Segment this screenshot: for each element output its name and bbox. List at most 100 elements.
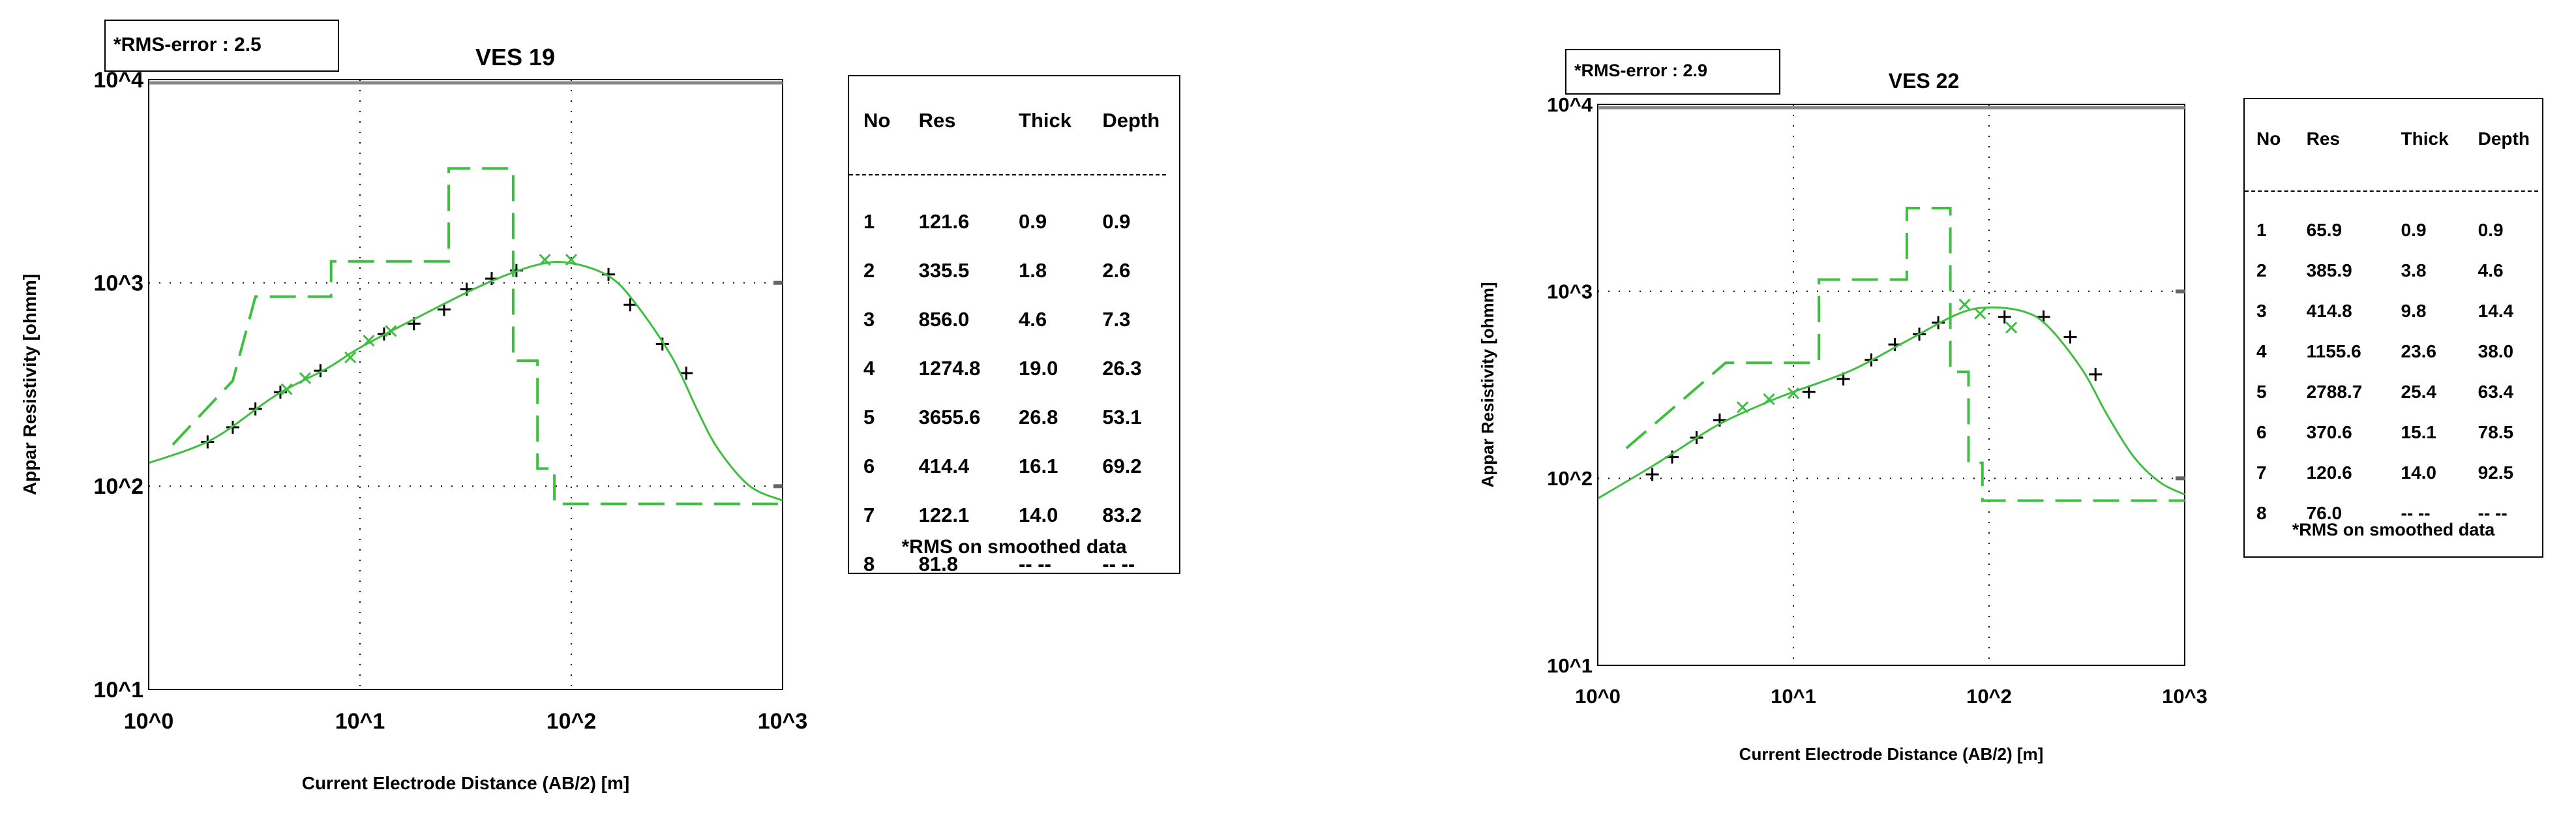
y-tick-label: 10^4 [93,68,143,93]
table-cell: 7.3 [1102,307,1131,331]
x-tick-label: 10^1 [335,709,385,734]
ves-19-panel: *RMS-error : 2.5 10^0 10^1 10^2 10^3 10^1 10^… [0,0,1239,816]
ves-19-chart: 10^0 10^1 10^2 10^3 10^1 10^2 10^3 10^4 VES 19 Cu… [20,44,808,793]
table-cell: 1 [2256,220,2267,240]
table-cell: 8 [2256,503,2267,523]
table-cell: 14.4 [2478,301,2514,321]
table-cell: 2 [863,258,875,282]
table-cell: 5 [863,405,875,429]
observed-point-plus [623,298,637,312]
table-cell: 856.0 [918,307,970,331]
y-tick-label: 10^3 [1547,280,1593,303]
table-cell: 3 [863,307,875,331]
table-cell: 9.8 [2401,301,2427,321]
chart-title: VES 19 [475,44,555,70]
column-header: Depth [2478,128,2530,149]
series-group [149,167,783,506]
table-cell: 1274.8 [918,356,981,380]
table-row: 4 1155.6 23.6 38.0 [2256,331,2542,372]
table-cell: 1.8 [1019,258,1047,282]
observed-point-plus [2089,367,2103,381]
table-row: 7 120.6 14.0 92.5 [2256,453,2542,493]
table-cell: 6 [2256,422,2267,442]
chart-title: VES 22 [1889,69,1960,93]
y-tick-label: 10^1 [1547,654,1593,677]
layer-table: No Res Thick Depth 1 65.9 0.9 0.9 2 385.9 3.8 4.6 3 4… [2256,128,2542,534]
ves-22-chart: 10^0 10^1 10^2 10^3 10^1 10^2 10^3 10^4 VES 22 Cu… [1478,69,2208,764]
table-cell: 122.1 [918,503,970,526]
table-cell: 81.8 [918,552,958,575]
table-cell: 370.6 [2306,422,2352,442]
ves-22-panel: *RMS-error : 2.9 10^0 10^1 10^2 10^3 10^1 10^… [1467,0,2576,816]
table-cell: 4 [863,356,875,380]
rms-error-label: *RMS-error : 2.9 [1565,49,1780,95]
x-axis-title: Current Electrode Distance (AB/2) [m] [1739,744,2044,764]
table-cell: 23.6 [2401,341,2437,361]
table-row: 3 856.0 4.6 7.3 [863,295,1179,344]
observed-point-x [1974,307,1986,320]
observed-point-plus [437,303,451,316]
table-cell: -- -- [1019,552,1051,575]
table-cell: -- -- [2478,503,2508,523]
fitted-curve [149,261,783,502]
table-cell: 65.9 [2306,220,2343,240]
layer-parameter-table: No Res Thick Depth 1 65.9 0.9 0.9 2 385.9 3.8 4.6 3 4… [2243,98,2543,558]
table-cell: 4.6 [1019,307,1047,331]
x-tick-label: 10^3 [758,709,808,734]
y-tick-label: 10^4 [1547,93,1593,116]
table-cell: 335.5 [918,258,970,282]
x-axis-title: Current Electrode Distance (AB/2) [m] [302,773,630,793]
table-cell: 2 [2256,260,2267,280]
table-cell: 83.2 [1102,503,1142,526]
table-cell: 0.9 [1019,209,1047,233]
rms-note: *RMS on smoothed data [2292,520,2495,539]
table-row: 7 122.1 14.0 83.2 [863,491,1179,539]
layer-parameter-table: No Res Thick Depth 1 121.6 0.9 0.9 2 335.5 1.8 2.6 3… [848,75,1180,575]
table-cell: 38.0 [2478,341,2514,361]
table-cell: 3655.6 [918,405,981,429]
observed-point-x [344,351,357,363]
layer-table: No Res Thick Depth 1 121.6 0.9 0.9 2 335.5 1.8 2.6 3… [863,109,1179,588]
table-cell: 1155.6 [2306,341,2361,361]
y-axis-title: Appar Resistivity [ohmm] [20,274,40,495]
plot-frame [148,79,783,690]
table-cell: 14.0 [2401,462,2437,483]
table-cell: 63.4 [2478,382,2514,402]
table-row: 2 335.5 1.8 2.6 [863,246,1179,295]
table-cell: 5 [2256,382,2267,402]
table-cell: 6 [863,454,875,477]
observed-point-plus [1802,385,1816,399]
table-row: 8 81.8 -- -- -- -- [863,539,1179,588]
observed-point-x [2005,322,2018,334]
table-row: 1 65.9 0.9 0.9 [2256,210,2542,250]
table-cell: 0.9 [2401,220,2427,240]
x-tick-label: 10^2 [1966,685,2012,708]
plot-frame [1597,104,2185,666]
table-cell: 4 [2256,341,2267,361]
table-cell: 14.0 [1019,503,1058,526]
table-row: 8 76.0 -- -- -- -- [2256,493,2542,534]
table-cell: 92.5 [2478,462,2514,483]
layer-model-line [1625,207,2185,502]
table-cell: 1 [863,209,875,233]
table-row: 6 370.6 15.1 78.5 [2256,412,2542,453]
table-cell: 121.6 [918,209,970,233]
observed-point-plus [2063,330,2077,344]
column-header: Res [918,109,956,132]
table-cell: 25.4 [2401,382,2437,402]
table-cell: 385.9 [2306,260,2352,280]
table-cell: 2788.7 [2306,382,2363,402]
table-cell: 76.0 [2306,503,2343,523]
table-cell: 2.6 [1102,258,1131,282]
x-tick-label: 10^3 [2162,685,2208,708]
table-row: 1 121.6 0.9 0.9 [863,197,1179,246]
table-row: 5 2788.7 25.4 63.4 [2256,372,2542,412]
observed-point-plus [680,366,693,380]
table-header-row: No Res Thick Depth [863,109,1179,197]
table-cell: 8 [863,552,875,575]
y-tick-label: 10^1 [93,678,143,703]
table-cell: 16.1 [1019,454,1058,477]
table-cell: 120.6 [2306,462,2352,483]
table-cell: 0.9 [1102,209,1131,233]
column-header: No [863,109,891,132]
